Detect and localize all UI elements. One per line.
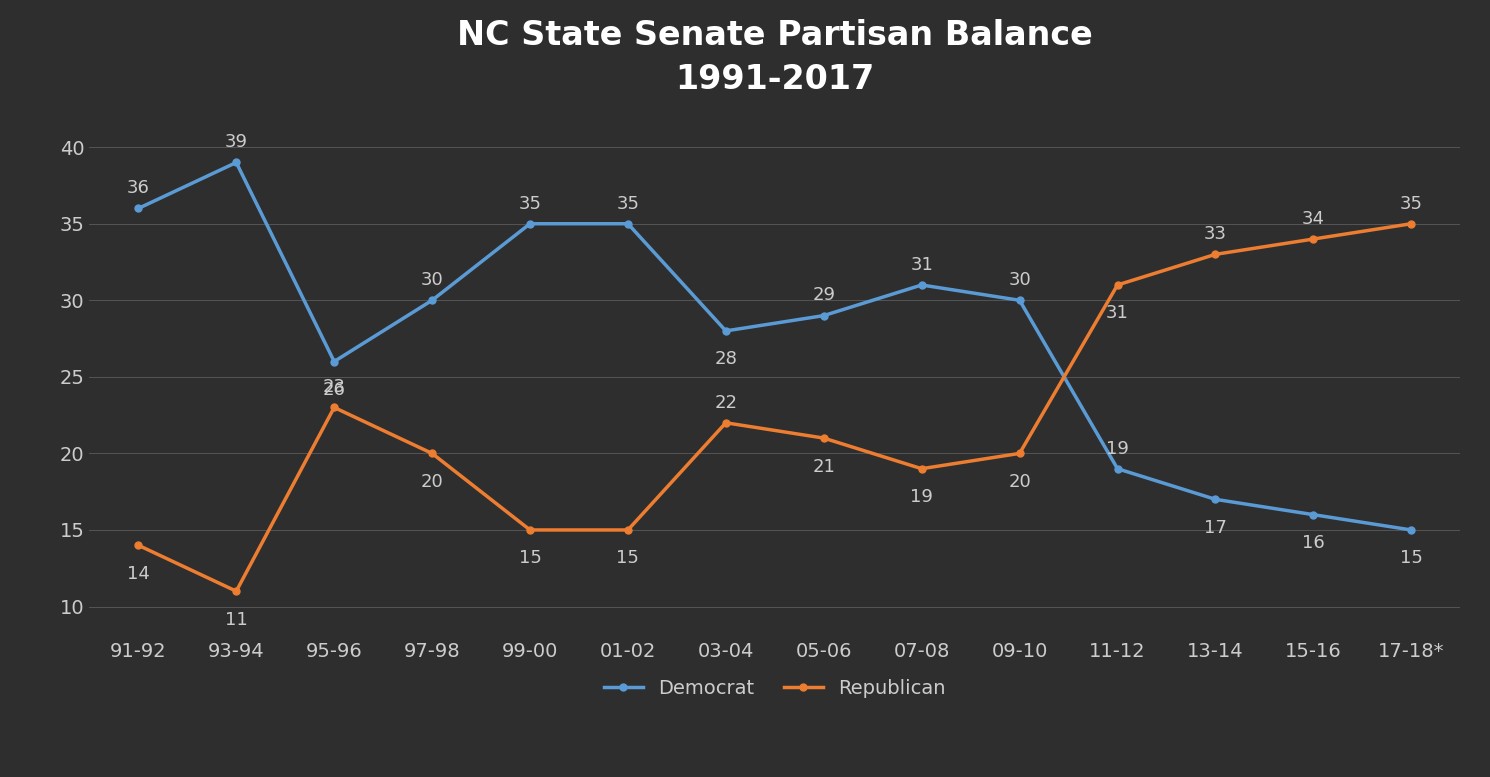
Democrat <box>325 357 343 366</box>
Text: 30: 30 <box>420 271 444 289</box>
Text: 23: 23 <box>323 378 346 396</box>
Line: Republican: Republican <box>136 220 1414 594</box>
Democrat <box>130 204 148 213</box>
Democrat <box>1109 464 1126 473</box>
Text: 31: 31 <box>910 256 933 274</box>
Democrat <box>522 219 539 228</box>
Text: 15: 15 <box>519 549 541 567</box>
Text: 17: 17 <box>1204 519 1226 537</box>
Text: 21: 21 <box>812 458 836 476</box>
Line: Democrat: Democrat <box>136 159 1414 534</box>
Democrat <box>815 311 833 320</box>
Republican <box>717 418 735 427</box>
Text: 33: 33 <box>1204 225 1226 243</box>
Text: 22: 22 <box>714 394 738 412</box>
Democrat <box>717 326 735 336</box>
Text: 35: 35 <box>519 194 541 213</box>
Text: 16: 16 <box>1302 534 1325 552</box>
Legend: Democrat, Republican: Democrat, Republican <box>596 671 954 706</box>
Text: 35: 35 <box>617 194 639 213</box>
Republican <box>1304 235 1322 244</box>
Democrat <box>1010 295 1028 305</box>
Republican <box>1207 249 1225 259</box>
Democrat <box>618 219 636 228</box>
Democrat <box>1304 510 1322 519</box>
Republican <box>618 525 636 535</box>
Republican <box>1402 219 1420 228</box>
Republican <box>522 525 539 535</box>
Text: 19: 19 <box>910 488 933 506</box>
Text: 29: 29 <box>812 287 836 305</box>
Text: 20: 20 <box>420 473 444 491</box>
Republican <box>325 402 343 412</box>
Text: 30: 30 <box>1009 271 1031 289</box>
Text: 39: 39 <box>225 134 247 152</box>
Republican <box>423 449 441 458</box>
Text: 34: 34 <box>1302 210 1325 228</box>
Text: 15: 15 <box>617 549 639 567</box>
Text: 36: 36 <box>127 179 150 197</box>
Republican <box>1109 280 1126 290</box>
Text: 35: 35 <box>1399 194 1423 213</box>
Text: 26: 26 <box>323 381 346 399</box>
Democrat <box>1207 495 1225 504</box>
Text: 20: 20 <box>1009 473 1031 491</box>
Text: 14: 14 <box>127 565 150 583</box>
Text: 19: 19 <box>1106 440 1129 458</box>
Text: 31: 31 <box>1106 305 1129 322</box>
Republican <box>228 587 246 596</box>
Republican <box>130 541 148 550</box>
Democrat <box>423 295 441 305</box>
Text: 11: 11 <box>225 611 247 629</box>
Democrat <box>913 280 931 290</box>
Text: 15: 15 <box>1399 549 1423 567</box>
Title: NC State Senate Partisan Balance
1991-2017: NC State Senate Partisan Balance 1991-20… <box>457 19 1092 96</box>
Republican <box>913 464 931 473</box>
Republican <box>815 434 833 443</box>
Text: 28: 28 <box>714 350 738 368</box>
Democrat <box>1402 525 1420 535</box>
Republican <box>1010 449 1028 458</box>
Democrat <box>228 158 246 167</box>
